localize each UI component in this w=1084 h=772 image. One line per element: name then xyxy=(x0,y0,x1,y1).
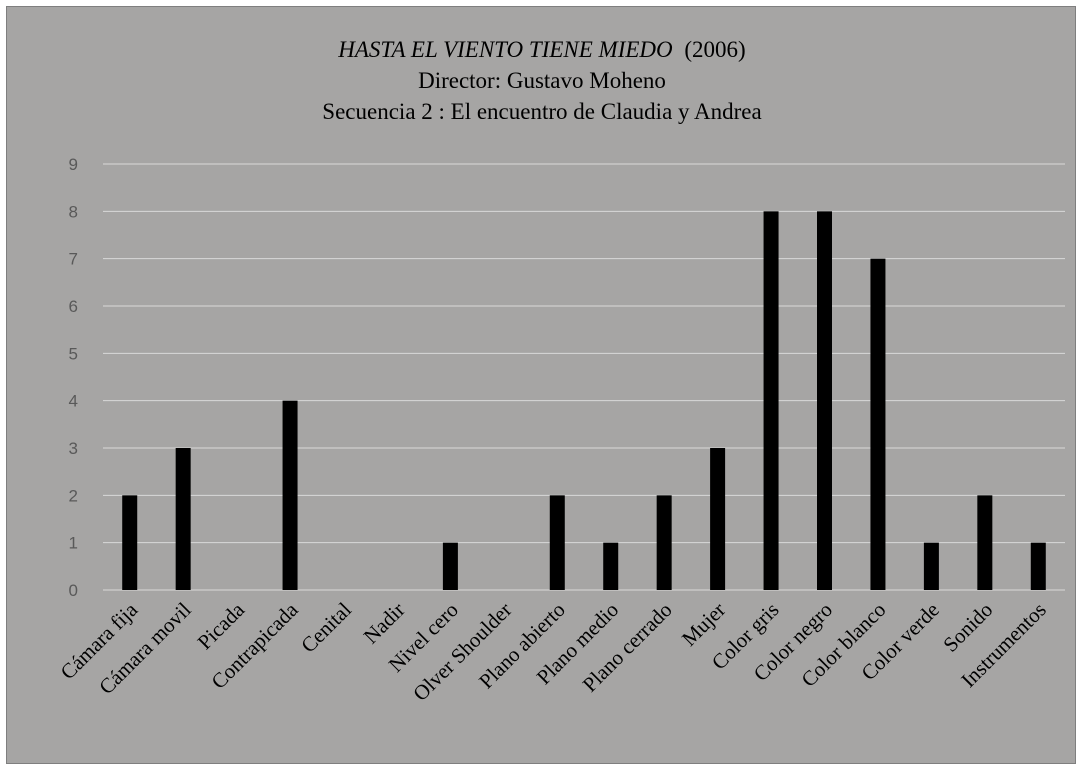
chart-subtitle-director: Director: Gustavo Moheno xyxy=(418,68,666,93)
y-tick-label: 6 xyxy=(69,297,78,316)
bar xyxy=(282,400,298,590)
bar xyxy=(442,542,458,590)
bar xyxy=(175,448,191,590)
bar xyxy=(549,495,565,590)
chart-title: HASTA EL VIENTO TIENE MIEDO (2006) Direc… xyxy=(322,37,761,124)
y-tick-label: 4 xyxy=(69,392,78,411)
gridlines xyxy=(103,163,1065,591)
bar xyxy=(122,495,138,590)
bar xyxy=(817,211,832,591)
y-tick-label: 8 xyxy=(69,202,78,221)
bars xyxy=(122,211,1046,591)
chart-frame: HASTA EL VIENTO TIENE MIEDO (2006) Direc… xyxy=(6,6,1076,764)
bar xyxy=(1030,542,1046,590)
x-tick-label: Cenital xyxy=(296,597,356,657)
chart-title-year: (2006) xyxy=(684,37,745,62)
chart-title-film: HASTA EL VIENTO TIENE MIEDO xyxy=(337,37,673,62)
bar xyxy=(603,542,619,590)
chart-subtitle-sequence: Secuencia 2 : El encuentro de Claudia y … xyxy=(322,99,761,124)
y-tick-label: 9 xyxy=(69,155,78,174)
bar xyxy=(923,542,939,590)
bar xyxy=(763,211,779,591)
bar xyxy=(977,495,993,590)
y-tick-label: 0 xyxy=(69,581,78,600)
y-tick-label: 2 xyxy=(69,486,78,505)
bar xyxy=(870,258,886,590)
chart-title-line-1: HASTA EL VIENTO TIENE MIEDO (2006) xyxy=(337,37,745,62)
bar xyxy=(710,448,726,590)
y-axis-ticks: 0 1 2 3 4 5 6 7 8 9 xyxy=(69,155,78,600)
bar-chart: HASTA EL VIENTO TIENE MIEDO (2006) Direc… xyxy=(56,37,1065,706)
y-tick-label: 3 xyxy=(69,439,78,458)
y-tick-label: 1 xyxy=(69,534,78,553)
bar xyxy=(656,495,672,590)
y-tick-label: 7 xyxy=(69,250,78,269)
y-tick-label: 5 xyxy=(69,344,78,363)
